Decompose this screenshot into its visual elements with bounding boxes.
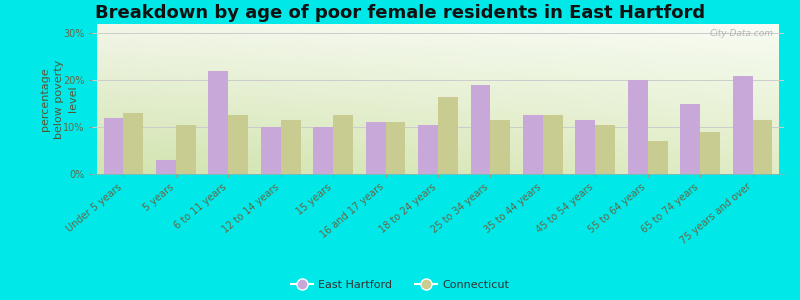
Bar bbox=[680, 104, 700, 174]
Bar bbox=[366, 122, 386, 174]
Bar bbox=[470, 85, 490, 174]
Bar bbox=[418, 125, 438, 174]
Bar bbox=[103, 118, 123, 174]
Legend: East Hartford, Connecticut: East Hartford, Connecticut bbox=[286, 276, 514, 294]
Bar bbox=[595, 125, 615, 174]
Bar bbox=[156, 160, 176, 174]
Bar bbox=[333, 116, 353, 174]
Bar bbox=[733, 76, 753, 174]
Bar bbox=[314, 127, 333, 174]
Text: City-Data.com: City-Data.com bbox=[710, 28, 774, 38]
Bar bbox=[281, 120, 301, 174]
Bar bbox=[523, 116, 543, 174]
Bar bbox=[123, 113, 143, 174]
Bar bbox=[648, 141, 668, 174]
Bar bbox=[628, 80, 648, 174]
Bar bbox=[261, 127, 281, 174]
Bar bbox=[543, 116, 562, 174]
Bar bbox=[490, 120, 510, 174]
Bar bbox=[208, 71, 228, 174]
Bar bbox=[386, 122, 406, 174]
Y-axis label: percentage
below poverty
level: percentage below poverty level bbox=[40, 59, 78, 139]
Text: Breakdown by age of poor female residents in East Hartford: Breakdown by age of poor female resident… bbox=[95, 4, 705, 22]
Bar bbox=[438, 97, 458, 174]
Bar bbox=[176, 125, 196, 174]
Bar bbox=[700, 132, 720, 174]
Bar bbox=[228, 116, 248, 174]
Bar bbox=[575, 120, 595, 174]
Bar bbox=[753, 120, 773, 174]
